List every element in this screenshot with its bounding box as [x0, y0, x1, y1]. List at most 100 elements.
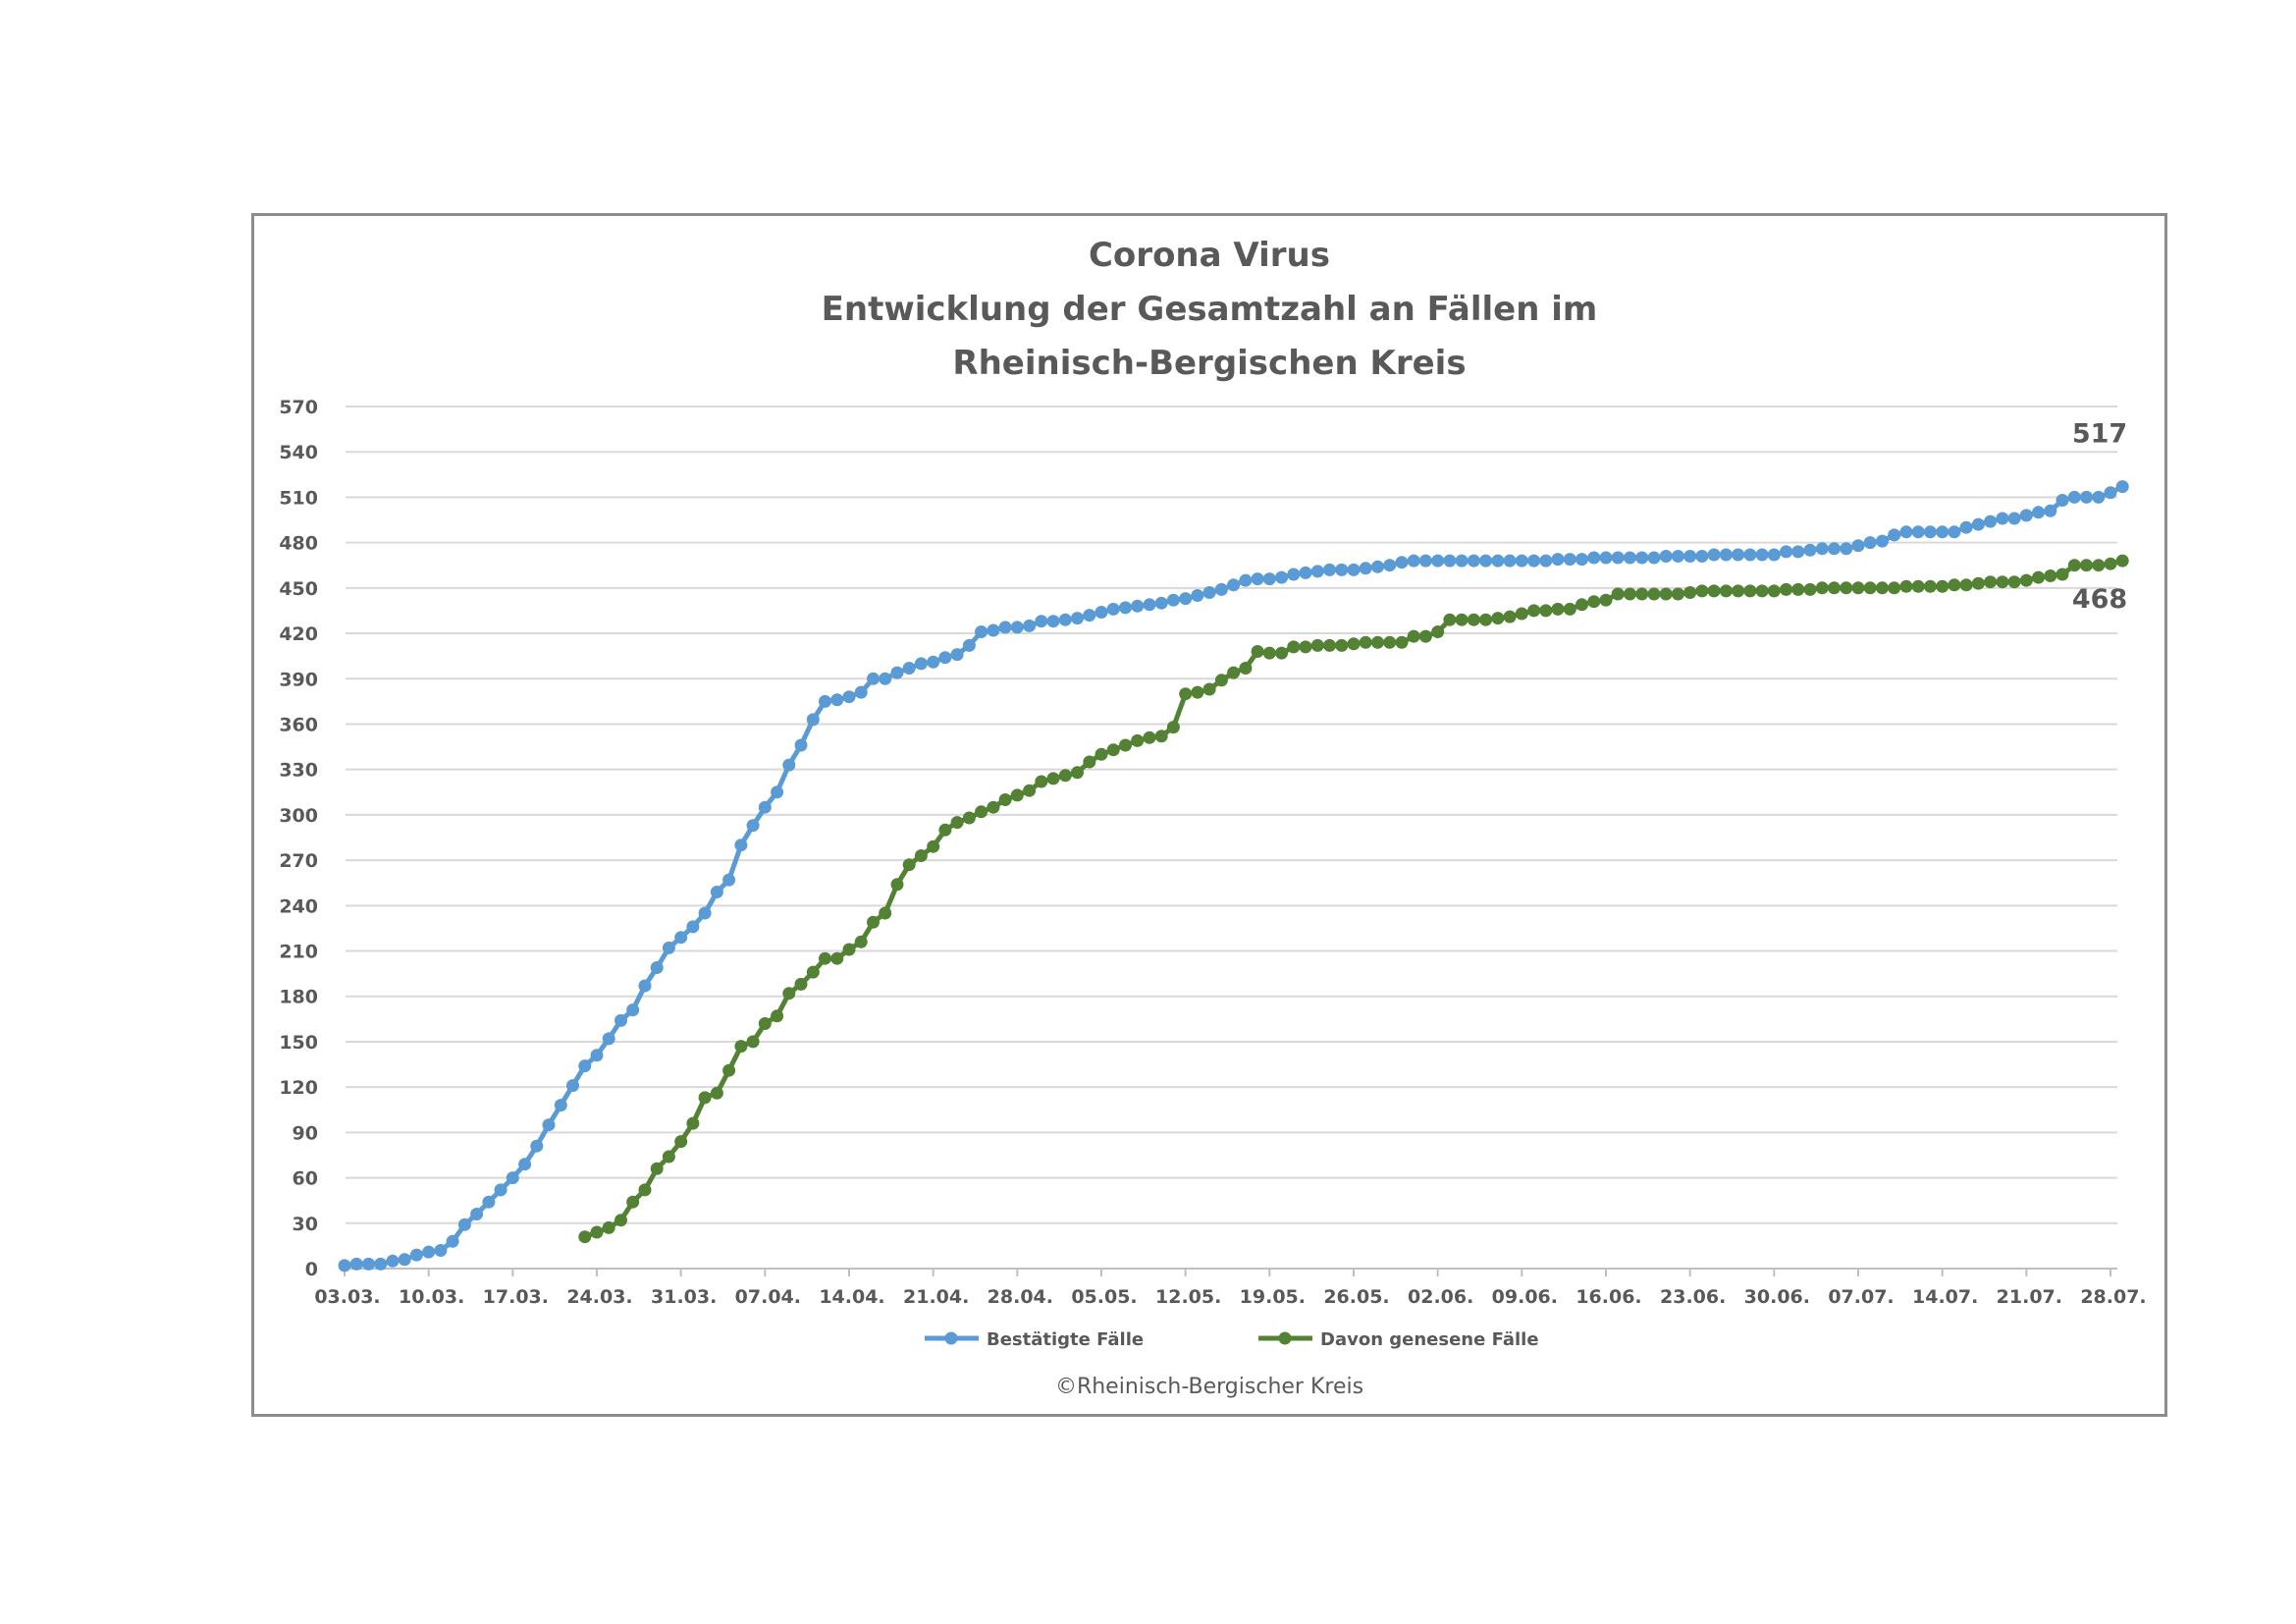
data-point — [1383, 635, 1397, 649]
data-point — [1179, 592, 1193, 606]
y-tick-label: 120 — [279, 1077, 318, 1099]
x-tick-label: 24.03. — [566, 1286, 632, 1308]
y-tick-label: 330 — [279, 760, 318, 782]
data-point — [1407, 554, 1420, 568]
chart-title-line-1: Corona Virus — [1088, 236, 1330, 275]
data-point — [1227, 666, 1241, 679]
legend-label: Davon genesene Fälle — [1320, 1329, 1539, 1350]
data-point — [1719, 548, 1733, 562]
data-point — [542, 1118, 556, 1132]
data-point — [1732, 548, 1745, 562]
chart-title-line-3: Rheinisch-Bergischen Kreis — [952, 344, 1467, 383]
data-point — [1876, 581, 1889, 595]
data-point — [1659, 587, 1673, 601]
data-point — [1287, 640, 1301, 654]
legend-item: Davon genesene Fälle — [1258, 1329, 1539, 1350]
data-point — [987, 623, 1000, 637]
data-point — [1251, 572, 1264, 586]
data-point — [2104, 557, 2117, 570]
y-tick-label: 300 — [279, 805, 318, 827]
data-point — [771, 1009, 784, 1023]
data-point — [590, 1225, 604, 1239]
data-point — [998, 793, 1012, 806]
data-point — [1166, 721, 1180, 734]
data-point — [1479, 554, 1493, 568]
data-point — [1971, 576, 1985, 590]
data-point — [722, 873, 736, 887]
x-tick-label: 30.06. — [1744, 1286, 1810, 1308]
data-point — [1863, 581, 1877, 595]
data-point — [446, 1234, 459, 1248]
data-point — [914, 657, 928, 671]
data-point — [1335, 563, 1349, 576]
data-point — [1587, 551, 1601, 565]
data-point — [2080, 490, 2093, 504]
y-tick-label: 450 — [279, 578, 318, 600]
y-tick-label: 540 — [279, 442, 318, 463]
data-point — [1371, 560, 1384, 573]
data-point — [2092, 490, 2106, 504]
y-tick-label: 570 — [279, 397, 318, 418]
data-point — [457, 1218, 471, 1231]
x-tick-label: 16.06. — [1575, 1286, 1641, 1308]
data-point — [1948, 578, 1961, 592]
data-point — [2115, 480, 2129, 494]
x-tick-label: 07.07. — [1828, 1286, 1894, 1308]
data-point — [1780, 545, 1793, 559]
data-point — [830, 693, 844, 707]
data-point — [1911, 579, 1925, 593]
data-point — [1959, 520, 1973, 534]
data-point — [1755, 584, 1769, 598]
data-point — [674, 931, 688, 945]
data-point — [1251, 645, 1264, 658]
data-point — [758, 800, 772, 814]
data-point — [338, 1259, 351, 1272]
data-point — [927, 839, 940, 853]
y-tick-label: 180 — [279, 987, 318, 1008]
data-point — [614, 1013, 627, 1027]
data-point — [1154, 730, 1168, 743]
data-point — [1239, 573, 1253, 587]
y-tick-label: 240 — [279, 895, 318, 917]
data-point — [494, 1183, 507, 1197]
data-point — [602, 1032, 615, 1046]
data-point — [1624, 551, 1636, 565]
data-point — [1227, 578, 1241, 592]
data-point — [782, 987, 796, 1001]
data-point — [409, 1248, 423, 1262]
y-tick-label: 270 — [279, 850, 318, 872]
data-point — [1815, 542, 1829, 556]
data-point — [422, 1245, 436, 1259]
data-point — [374, 1257, 388, 1271]
x-tick-label: 26.05. — [1323, 1286, 1389, 1308]
data-point — [1563, 553, 1576, 567]
data-point — [626, 1195, 640, 1209]
data-point — [1023, 784, 1037, 797]
data-point — [1599, 593, 1613, 607]
data-point — [638, 979, 652, 993]
data-point — [819, 951, 831, 965]
data-point — [2092, 559, 2106, 572]
data-point — [1695, 584, 1709, 598]
data-point — [1310, 565, 1324, 578]
data-point — [879, 672, 892, 685]
data-point — [1143, 731, 1156, 744]
data-point — [650, 961, 664, 974]
data-point — [638, 1183, 652, 1197]
data-point — [1071, 766, 1084, 780]
data-point — [1431, 554, 1445, 568]
copyright-text: ©Rheinisch-Bergischer Kreis — [1054, 1375, 1364, 1399]
data-point — [854, 935, 868, 948]
data-point — [734, 1040, 748, 1054]
data-point — [771, 785, 784, 799]
data-point — [1275, 570, 1289, 584]
data-point — [938, 823, 952, 837]
data-point — [722, 1063, 736, 1077]
data-point — [710, 886, 723, 898]
data-point — [2080, 559, 2093, 572]
x-tick-label: 23.06. — [1660, 1286, 1726, 1308]
data-point — [1455, 554, 1468, 568]
data-point — [1683, 550, 1697, 563]
data-point — [1984, 575, 1998, 589]
data-point — [1467, 613, 1480, 626]
